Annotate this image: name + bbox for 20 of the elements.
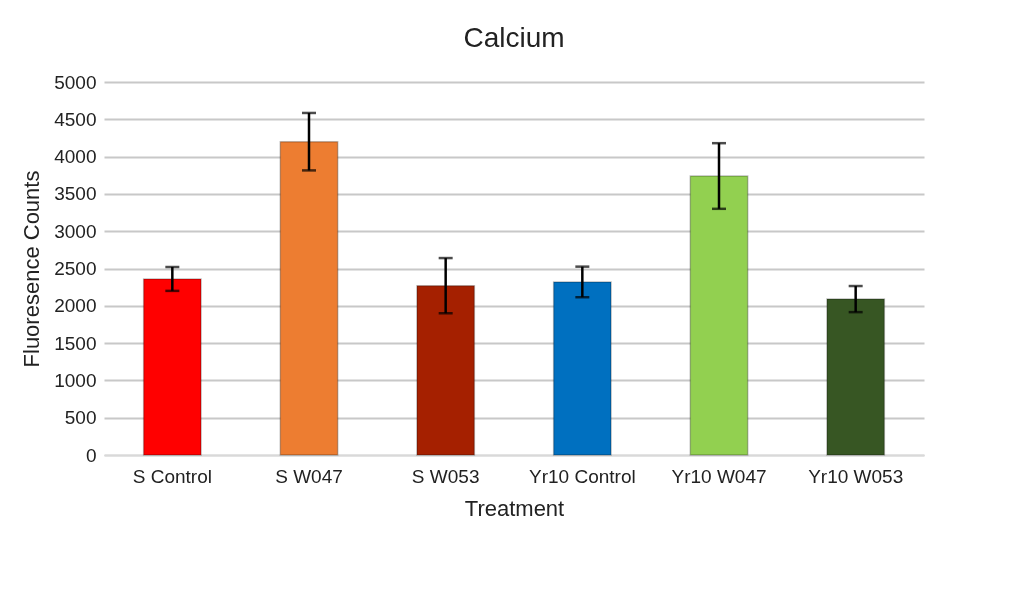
- y-tick-label: 1500: [54, 332, 97, 354]
- y-tick-label: 3500: [54, 183, 97, 205]
- y-tick-label: 0: [85, 444, 97, 466]
- y-axis-title: Fluoresence Counts: [19, 170, 45, 368]
- y-tick-label: 4500: [54, 108, 97, 130]
- x-tick-label: S W047: [275, 465, 343, 487]
- y-tick-label: 4000: [54, 146, 97, 168]
- y-tick-label: 2000: [54, 295, 97, 317]
- y-tick-label: 500: [64, 407, 97, 429]
- x-tick-label: S Control: [132, 465, 212, 487]
- chart-title: Calcium: [463, 22, 565, 53]
- y-tick-label: 1000: [54, 369, 97, 391]
- x-axis-title: Treatment: [464, 495, 565, 521]
- x-tick-label: Yr10 W047: [671, 465, 767, 487]
- y-tick-label: 2500: [54, 258, 97, 279]
- x-tick-label: Yr10 Control: [529, 465, 636, 487]
- y-tick-label: 3000: [54, 220, 97, 242]
- x-tick-label: S W053: [411, 465, 480, 487]
- y-tick-label: 5000: [54, 71, 97, 93]
- x-tick-label: Yr10 W053: [808, 465, 904, 487]
